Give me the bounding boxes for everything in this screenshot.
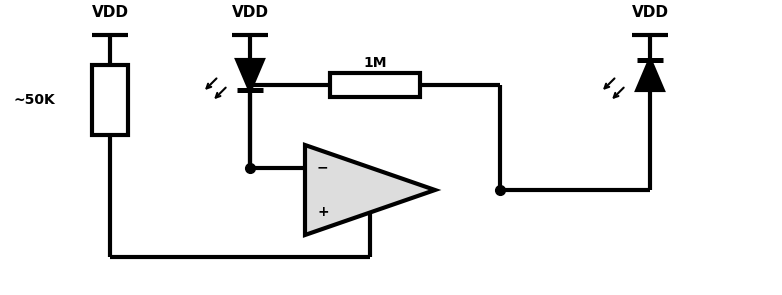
Polygon shape [237, 60, 263, 90]
Polygon shape [305, 145, 435, 235]
Bar [330, 73, 420, 97]
Text: VDD: VDD [231, 5, 268, 20]
Polygon shape [637, 60, 663, 90]
Text: +: + [317, 206, 328, 219]
Bar [92, 65, 128, 135]
Text: VDD: VDD [632, 5, 669, 20]
Text: −: − [317, 160, 328, 175]
Text: VDD: VDD [91, 5, 128, 20]
Text: ~50K: ~50K [13, 93, 55, 107]
Text: 1M: 1M [364, 56, 387, 70]
